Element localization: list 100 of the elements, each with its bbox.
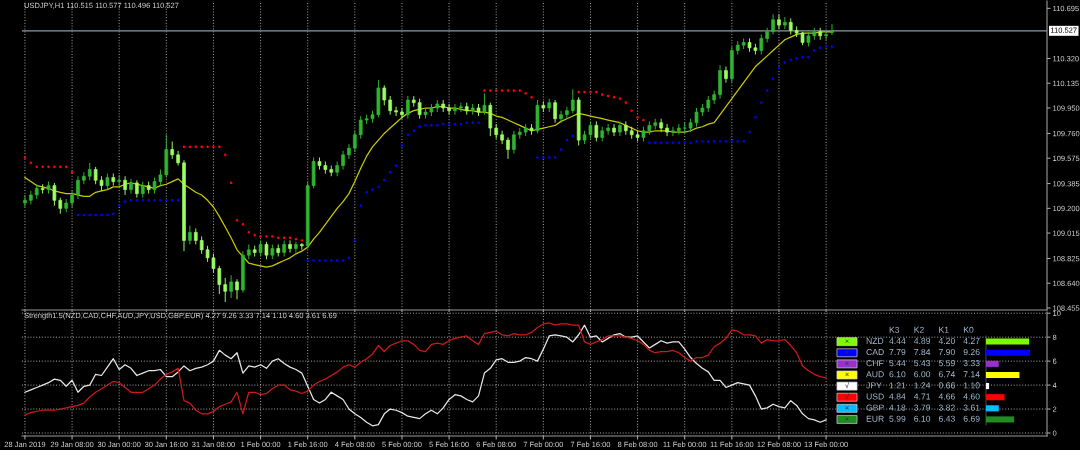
data-label: 3.61 — [963, 404, 980, 411]
bar — [986, 416, 1015, 423]
candlestick — [570, 88, 575, 114]
data-label: 9.26 — [963, 348, 980, 356]
bar — [986, 349, 1030, 356]
point — [300, 239, 304, 242]
candlestick — [606, 123, 610, 136]
data-label: 4.20 — [938, 337, 955, 344]
point — [483, 89, 486, 92]
candlestick — [223, 277, 228, 303]
candlestick — [294, 241, 298, 253]
data-label: 6.69 — [963, 415, 980, 422]
candlestick — [417, 98, 422, 120]
data-label: 1.10 — [963, 382, 980, 389]
point — [583, 90, 586, 94]
point — [518, 89, 522, 92]
candlestick — [783, 16, 787, 30]
data-label: 4.44 — [889, 337, 906, 344]
point — [600, 93, 604, 96]
bar — [986, 394, 1005, 401]
candlestick — [288, 239, 292, 253]
point — [612, 96, 616, 99]
point — [630, 109, 633, 112]
point — [506, 89, 510, 92]
point — [241, 223, 245, 226]
category-label: CAD — [866, 348, 884, 356]
data-label: 4.66 — [938, 393, 955, 400]
candlestick — [117, 174, 122, 187]
data-label: 0.66 — [938, 382, 955, 389]
candlestick — [565, 106, 569, 120]
text: K2 — [914, 326, 924, 333]
data-label: 6.10 — [914, 415, 931, 422]
point — [41, 165, 44, 169]
candlestick — [553, 99, 557, 124]
point — [206, 145, 209, 149]
data-label: 3.82 — [938, 404, 955, 411]
candlestick — [382, 84, 387, 106]
point — [577, 90, 580, 94]
point — [35, 165, 39, 169]
candlestick — [188, 225, 192, 245]
candlestick — [506, 136, 510, 160]
candlestick — [129, 178, 133, 195]
data-label: 1.24 — [914, 382, 931, 389]
point — [489, 89, 492, 92]
candlestick — [447, 103, 451, 116]
category-label: AUD — [866, 371, 884, 378]
candlestick — [777, 13, 781, 30]
point — [212, 145, 215, 149]
data-label: 7.84 — [914, 348, 931, 356]
candlestick — [347, 143, 351, 160]
point — [47, 165, 50, 169]
point — [500, 89, 504, 92]
bar — [986, 360, 999, 367]
data-label: 3.33 — [963, 360, 980, 367]
category-label: EUR — [866, 415, 884, 422]
data-label: 4.89 — [913, 337, 931, 344]
point — [23, 156, 27, 159]
text: K1 — [939, 326, 949, 333]
point — [636, 116, 639, 119]
point — [530, 96, 533, 99]
data-label: 7.90 — [938, 348, 955, 356]
candlestick — [453, 103, 457, 116]
candlestick — [406, 95, 410, 120]
data-label: 7.14 — [963, 371, 980, 378]
candlestick — [229, 274, 233, 299]
candlestick — [400, 107, 404, 120]
candlestick — [394, 106, 398, 117]
candlestick — [771, 13, 775, 35]
point — [218, 145, 221, 149]
category-label: NZD — [866, 337, 884, 344]
point — [259, 235, 262, 238]
category-label: CHF — [866, 360, 884, 367]
point — [642, 118, 645, 122]
data-label: 4.18 — [889, 404, 906, 411]
candlestick — [500, 130, 504, 145]
candlestick — [23, 194, 27, 208]
data-label: 5.99 — [889, 415, 906, 422]
bar — [986, 371, 1020, 378]
data-label: 4.71 — [913, 393, 931, 400]
data-label: 5.59 — [938, 360, 955, 367]
category-label: JPY — [866, 382, 882, 389]
candlestick — [665, 123, 669, 137]
point — [53, 165, 56, 169]
data-label: 6.00 — [914, 371, 931, 378]
point — [589, 90, 592, 94]
point — [595, 90, 598, 94]
text: K0 — [963, 326, 974, 333]
data-label: 3.79 — [914, 404, 931, 411]
candlestick — [488, 102, 493, 137]
data-label: 1.21 — [889, 382, 906, 389]
candlestick — [123, 175, 127, 196]
point — [524, 92, 527, 95]
bar — [986, 338, 1030, 345]
candlestick — [559, 110, 563, 124]
point — [494, 89, 498, 92]
category-label: GBP — [866, 404, 884, 411]
candlestick — [671, 126, 675, 137]
candlestick — [618, 120, 622, 137]
data-label: 6.43 — [938, 415, 955, 422]
candlestick — [82, 171, 86, 185]
